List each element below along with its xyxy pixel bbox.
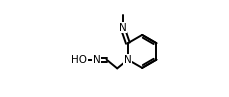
Text: N: N [93,55,100,65]
Text: N: N [118,23,126,33]
Text: HO: HO [71,55,87,65]
Text: N: N [123,55,131,65]
